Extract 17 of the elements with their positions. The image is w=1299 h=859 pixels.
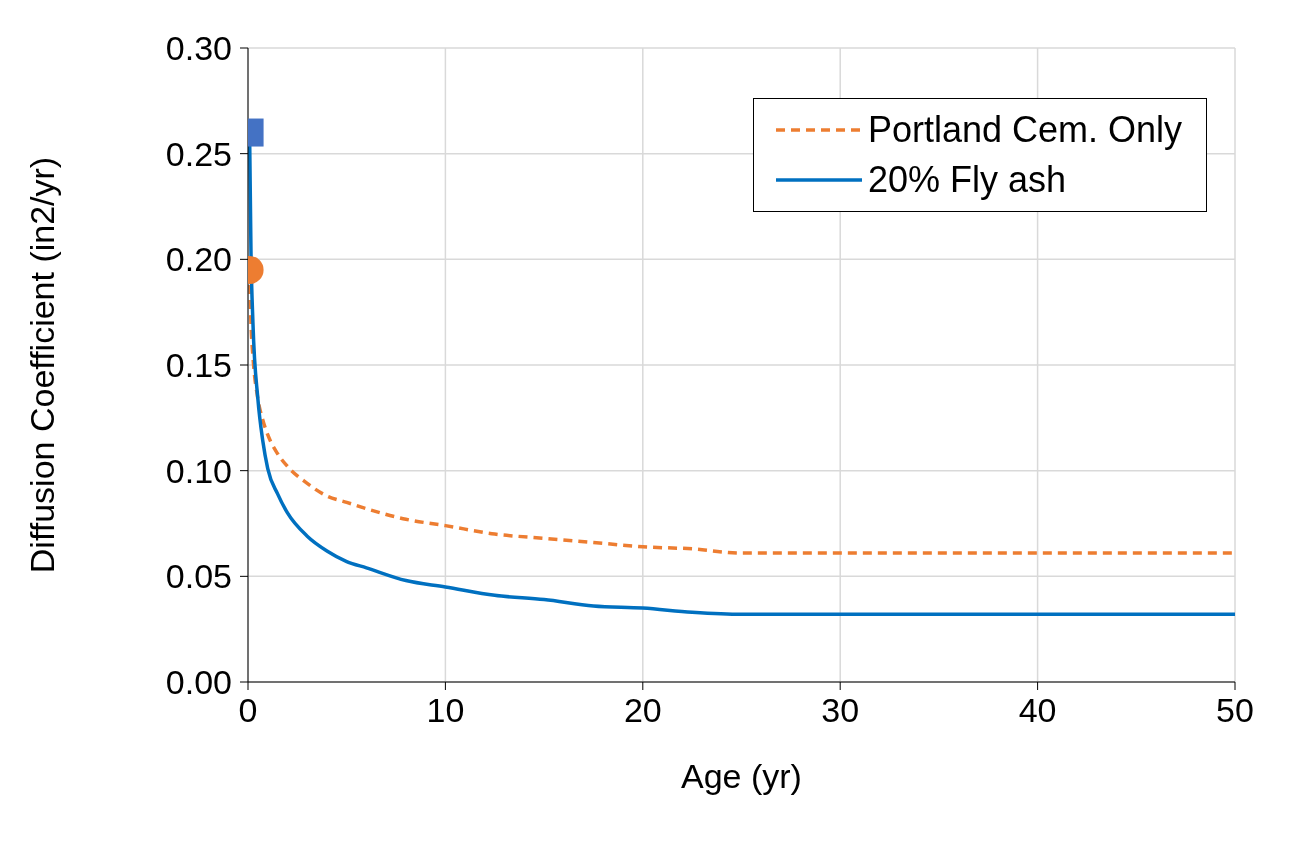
y-tick-label: 0.00 — [165, 663, 232, 702]
y-tick-label: 0.05 — [165, 557, 232, 596]
y-tick-label: 0.30 — [165, 29, 232, 68]
x-axis-title: Age (yr) — [681, 757, 802, 795]
y-axis-title: Diffusion Coefficient (in2/yr) — [23, 156, 62, 574]
x-tick-label: 10 — [426, 691, 465, 730]
x-tick-label: 40 — [1018, 691, 1057, 730]
y-tick-label: 0.10 — [165, 451, 232, 490]
x-tick-label: 50 — [1216, 691, 1254, 730]
x-tick-label: 30 — [821, 691, 860, 730]
y-tick-label: 0.15 — [165, 346, 232, 385]
legend-label: 20% Fly ash — [867, 158, 1066, 202]
x-tick-label: 0 — [238, 691, 258, 730]
x-tick-label: 20 — [623, 691, 662, 730]
y-tick-label: 0.25 — [165, 134, 232, 173]
y-tick-label: 0.20 — [165, 240, 232, 279]
legend-label: Portland Cem. Only — [867, 108, 1182, 152]
